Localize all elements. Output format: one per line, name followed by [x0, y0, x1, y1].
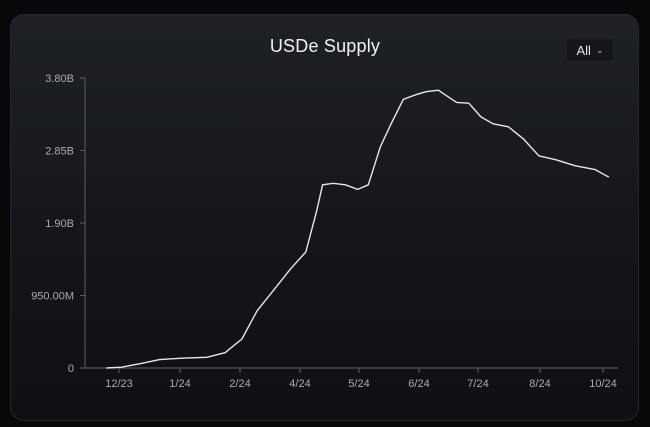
range-select-value: All — [576, 42, 591, 58]
supply-series-line — [106, 89, 610, 369]
range-select[interactable]: All ⌄ — [566, 38, 614, 62]
x-tick-label: 8/24 — [529, 378, 550, 390]
x-tick-label: 12/23 — [105, 378, 133, 390]
y-tick-label: 3.80B — [45, 73, 74, 85]
x-tick-label: 4/24 — [289, 378, 310, 390]
x-tick-label: 10/24 — [589, 378, 617, 390]
chart-card — [10, 14, 639, 421]
chart-title: USDe Supply — [269, 36, 381, 56]
x-tick-label: 6/24 — [408, 378, 429, 390]
x-tick-label: 5/24 — [348, 378, 369, 390]
x-tick-label: 7/24 — [467, 378, 488, 390]
y-tick-label: 2.85B — [45, 146, 74, 158]
x-tick-label: 2/24 — [229, 378, 250, 390]
chevron-down-icon: ⌄ — [595, 44, 604, 55]
y-tick-label: 0 — [68, 363, 74, 375]
y-tick-label: 950.00M — [31, 291, 74, 303]
x-tick-label: 1/24 — [169, 378, 190, 390]
y-tick-label: 1.90B — [45, 218, 74, 230]
